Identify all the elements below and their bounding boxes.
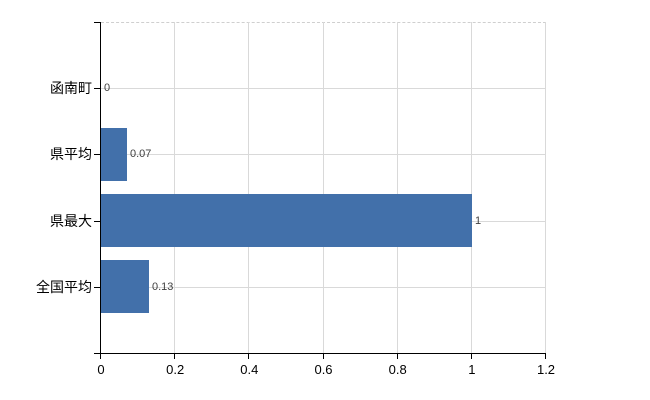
data-label: 0.07 — [130, 148, 152, 160]
plot-top-border — [101, 22, 546, 23]
gridline-horizontal — [101, 154, 546, 155]
gridline-horizontal — [101, 287, 546, 288]
gridline-vertical — [174, 22, 176, 353]
y-axis-line — [100, 22, 101, 354]
x-axis-tick — [470, 354, 472, 359]
y-axis-tick — [94, 154, 101, 155]
bar — [101, 128, 127, 181]
x-tick-label: 1 — [468, 362, 476, 377]
data-label: 1 — [475, 215, 482, 227]
y-axis-tick — [94, 22, 101, 23]
x-axis-tick — [396, 354, 398, 359]
x-tick-label: 1.2 — [536, 362, 556, 377]
gridline-horizontal — [101, 88, 546, 89]
category-label: 全国平均 — [36, 279, 92, 295]
gridline-vertical — [248, 22, 250, 353]
y-axis-tick — [94, 88, 101, 89]
category-label: 県平均 — [50, 146, 92, 162]
x-tick-label: 0 — [97, 362, 105, 377]
y-axis-tick — [94, 353, 101, 354]
y-axis-tick — [94, 221, 101, 222]
x-axis-tick — [174, 354, 176, 359]
gridline-vertical — [322, 22, 324, 353]
x-axis-tick — [248, 354, 250, 359]
x-tick-label: 0.8 — [388, 362, 407, 377]
x-tick-label: 0.6 — [314, 362, 333, 377]
gridline-vertical — [545, 22, 546, 353]
category-label: 県最大 — [50, 213, 92, 229]
category-label: 函南町 — [50, 80, 92, 96]
gridline-vertical — [396, 22, 398, 353]
x-tick-label: 0.4 — [240, 362, 259, 377]
x-tick-label: 0.2 — [166, 362, 185, 377]
bar — [101, 260, 149, 313]
x-axis-line — [100, 353, 546, 354]
x-axis-tick — [322, 354, 324, 359]
data-label: 0.13 — [152, 281, 174, 293]
gridline-vertical — [470, 22, 472, 353]
x-axis-tick — [100, 354, 101, 359]
bar — [101, 194, 472, 247]
data-label: 0 — [104, 82, 111, 94]
x-axis-tick — [545, 354, 546, 359]
y-axis-tick — [94, 287, 101, 288]
